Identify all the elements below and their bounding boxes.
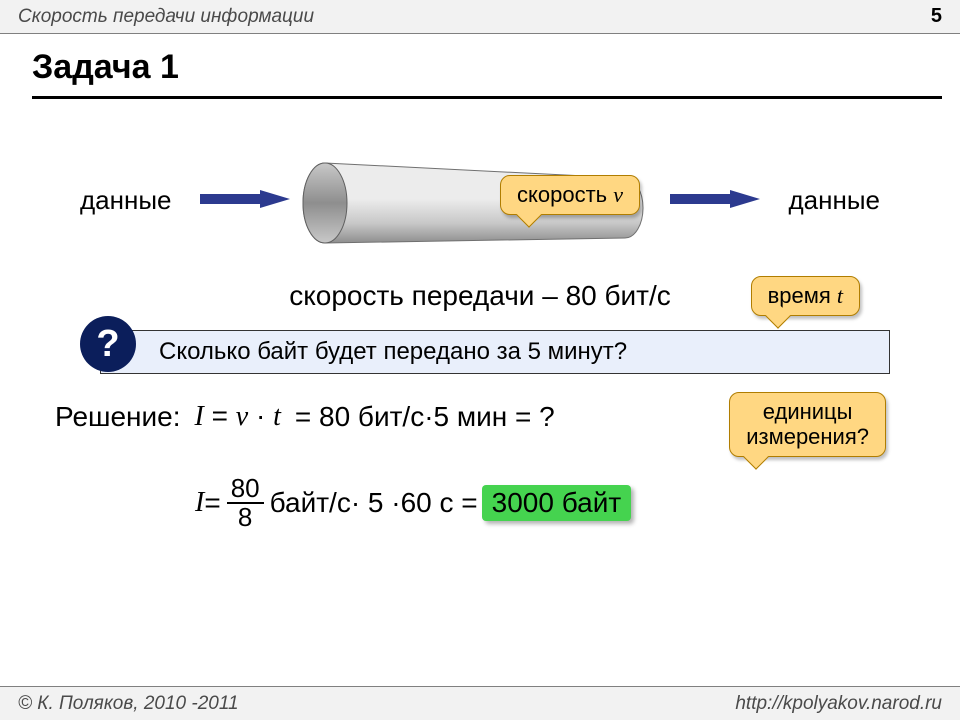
time-callout-bubble: время t [751, 276, 860, 316]
final-result: 3000 байт [482, 485, 632, 521]
units-line1: единицы [763, 399, 853, 424]
arrow-right-icon [670, 190, 760, 208]
footer-left: © К. Поляков, 2010 -2011 [18, 693, 239, 715]
final-eq: = [204, 487, 220, 519]
solution-formula: I = v · t [195, 400, 281, 433]
speed-callout-text: скорость [517, 182, 613, 207]
speed-callout: скорость v [500, 175, 640, 224]
final-mid: байт/с· 5 ·60 с = [270, 487, 478, 519]
fraction: 80 8 [227, 475, 264, 532]
footer-bar: © К. Поляков, 2010 -2011 http://kpolyako… [0, 686, 960, 720]
heading-rule [32, 96, 942, 99]
fraction-den: 8 [238, 504, 252, 531]
solution-rhs: = 80 бит/с·5 мин = ? [295, 401, 555, 433]
page-number: 5 [931, 5, 942, 28]
solution-label: Решение: [55, 401, 181, 433]
fraction-num: 80 [227, 475, 264, 504]
arrow-left-icon [200, 190, 290, 208]
formula-dot: · [248, 400, 273, 431]
header-title: Скорость передачи информации [18, 6, 314, 28]
formula-t: t [273, 401, 281, 432]
slide-heading: Задача 1 [32, 48, 179, 87]
data-label-left: данные [80, 185, 172, 216]
question-mark-icon: ? [80, 316, 136, 372]
time-callout: время t [751, 276, 860, 325]
units-callout: единицы измерения? [729, 392, 886, 466]
header-bar: Скорость передачи информации 5 [0, 0, 960, 34]
formula-v: v [236, 401, 248, 432]
footer-right: http://kpolyakov.narod.ru [735, 693, 942, 715]
diagram: данные данные [0, 130, 960, 280]
time-callout-var: t [837, 283, 843, 308]
final-row: I = 80 8 байт/с· 5 ·60 с = 3000 байт [195, 475, 631, 532]
data-label-right: данные [789, 185, 881, 216]
question-text: Сколько байт будет передано за 5 минут? [159, 338, 627, 366]
formula-eq1: = [204, 400, 236, 431]
final-I: I [195, 487, 204, 519]
question-box: Сколько байт будет передано за 5 минут? [100, 330, 890, 374]
solution-row: Решение: I = v · t = 80 бит/с·5 мин = ? [55, 400, 555, 433]
slide: Скорость передачи информации 5 Задача 1 … [0, 0, 960, 720]
formula-I: I [195, 401, 204, 432]
units-line2: измерения? [746, 424, 869, 449]
speed-callout-var: v [613, 182, 623, 207]
